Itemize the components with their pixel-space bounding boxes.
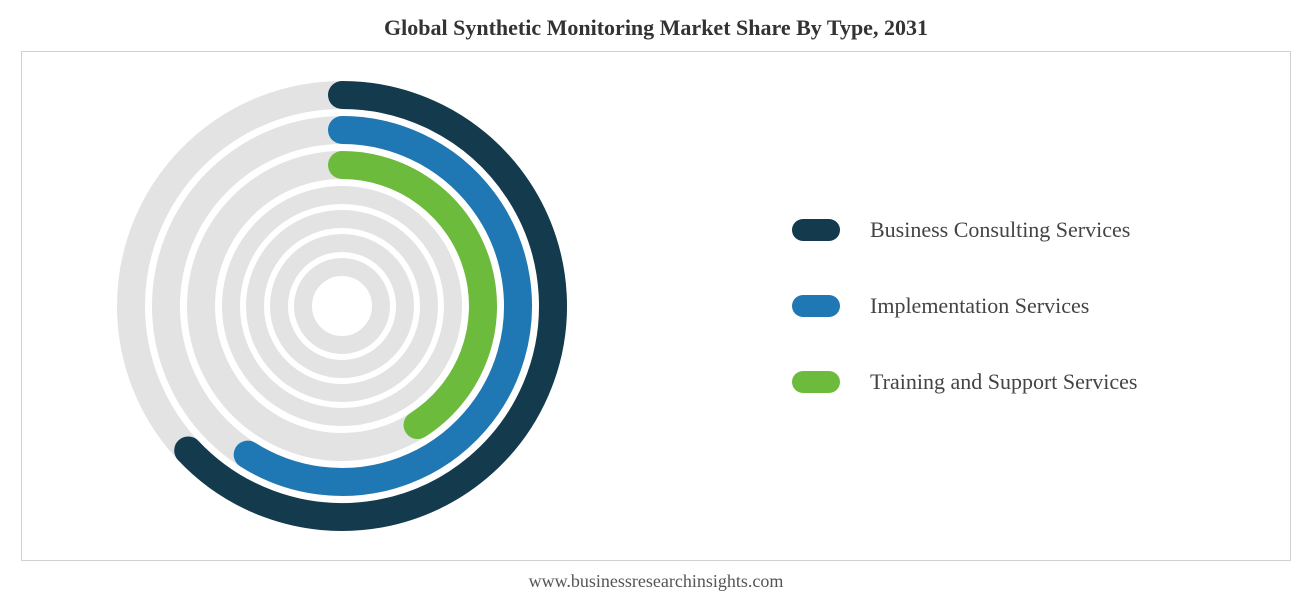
- chart-container: Business Consulting Services Implementati…: [21, 51, 1291, 561]
- footer-text: www.businessresearchinsights.com: [529, 561, 784, 592]
- legend-label: Training and Support Services: [870, 369, 1137, 395]
- legend-swatch: [792, 219, 840, 241]
- chart-title: Global Synthetic Monitoring Market Share…: [384, 0, 928, 51]
- legend-item: Business Consulting Services: [792, 217, 1137, 243]
- legend-label: Business Consulting Services: [870, 217, 1130, 243]
- legend-label: Implementation Services: [870, 293, 1089, 319]
- radial-svg: [92, 56, 592, 556]
- radial-chart: [52, 56, 632, 556]
- legend-swatch: [792, 295, 840, 317]
- legend-item: Implementation Services: [792, 293, 1137, 319]
- legend-swatch: [792, 371, 840, 393]
- legend-item: Training and Support Services: [792, 369, 1137, 395]
- legend: Business Consulting Services Implementati…: [792, 217, 1137, 395]
